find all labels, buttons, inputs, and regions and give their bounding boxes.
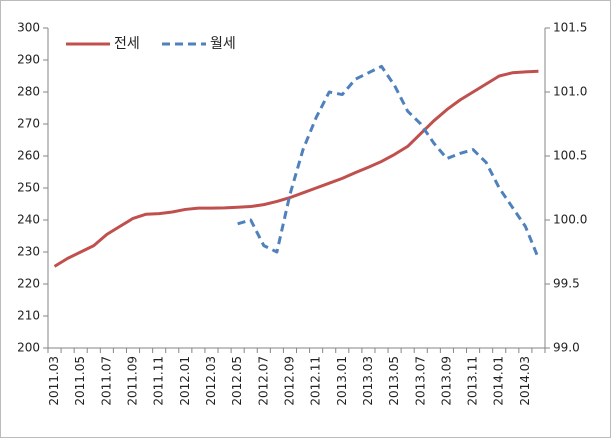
x-tick-label: 2011.11 — [152, 356, 166, 406]
y2-tick-label: 100.0 — [553, 213, 587, 227]
x-tick-label: 2013.09 — [439, 356, 453, 406]
y-tick-label: 220 — [17, 277, 40, 291]
x-tick-label: 2012.05 — [230, 356, 244, 406]
y-tick-label: 280 — [17, 85, 40, 99]
x-tick-label: 2012.07 — [256, 356, 270, 406]
x-tick-label: 2014.01 — [492, 356, 506, 406]
y-tick-label: 200 — [17, 341, 40, 355]
x-tick-label: 2012.09 — [282, 356, 296, 406]
x-tick-label: 2013.01 — [335, 356, 349, 406]
x-tick-label: 2013.03 — [361, 356, 375, 406]
series-line — [237, 64, 540, 259]
legend-label: 월세 — [210, 36, 236, 52]
series-line — [53, 69, 539, 268]
x-tick-label: 2013.11 — [466, 356, 480, 406]
y-tick-label: 290 — [17, 53, 40, 67]
x-tick-label: 2011.05 — [73, 356, 87, 406]
y2-tick-label: 101.0 — [553, 85, 587, 99]
x-tick-label: 2012.11 — [309, 356, 323, 406]
y-tick-label: 250 — [17, 181, 40, 195]
y2-tick-label: 99.5 — [553, 277, 580, 291]
x-tick-label: 2012.01 — [178, 356, 192, 406]
legend-label: 전세 — [114, 36, 140, 52]
x-tick-label: 2014.03 — [518, 356, 532, 406]
x-tick-label: 2013.05 — [387, 356, 401, 406]
x-tick-label: 2012.03 — [204, 356, 218, 406]
y-tick-label: 230 — [17, 245, 40, 259]
y2-tick-label: 101.5 — [553, 21, 587, 35]
y-tick-label: 300 — [17, 21, 40, 35]
x-tick-label: 2011.03 — [47, 356, 61, 406]
x-tick-label: 2011.07 — [99, 356, 113, 406]
y-tick-label: 210 — [17, 309, 40, 323]
y-tick-label: 240 — [17, 213, 40, 227]
y2-tick-label: 99.0 — [553, 341, 580, 355]
y-tick-label: 270 — [17, 117, 40, 131]
y-tick-label: 260 — [17, 149, 40, 163]
y2-tick-label: 100.5 — [553, 149, 587, 163]
x-tick-label: 2011.09 — [126, 356, 140, 406]
x-tick-label: 2013.07 — [413, 356, 427, 406]
